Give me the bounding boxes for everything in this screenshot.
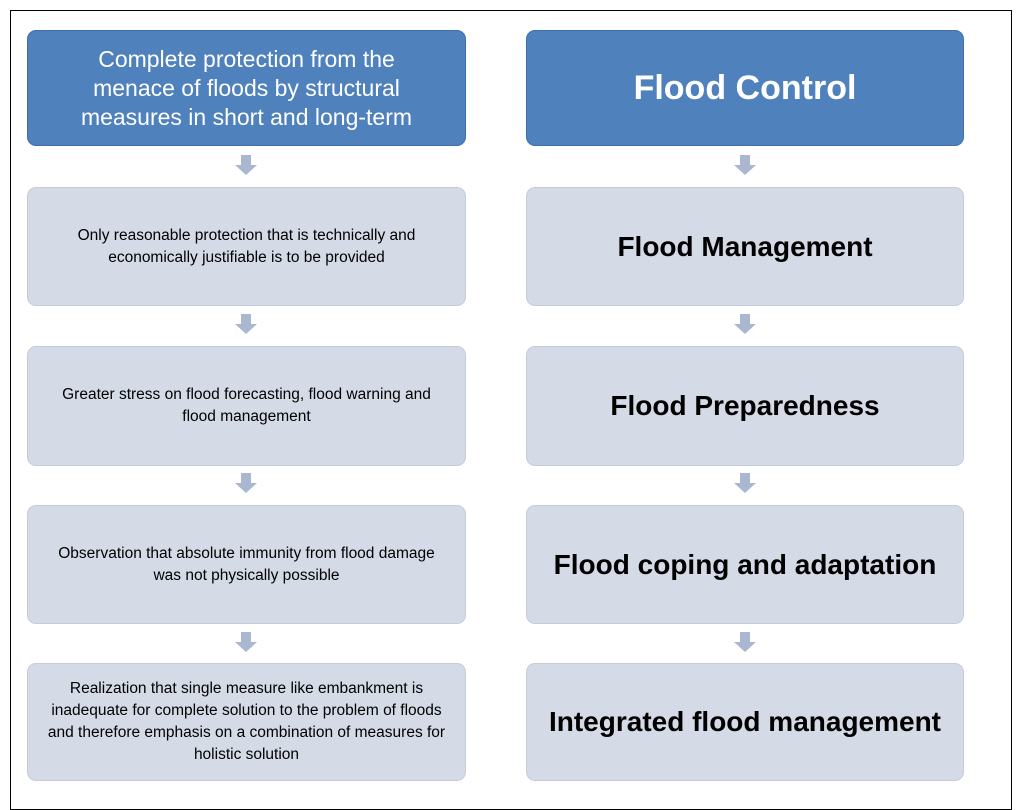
stage-title: Integrated flood management [526, 663, 964, 781]
stage-box: Complete protection from the menace of f… [27, 30, 466, 146]
stage-title: Flood Preparedness [526, 346, 964, 466]
stage-box: Greater stress on flood forecasting, flo… [27, 346, 466, 466]
stage-title: Flood Control [526, 30, 964, 146]
stage-title: Flood Management [526, 187, 964, 306]
stage-box: Only reasonable protection that is techn… [27, 187, 466, 306]
stage-box: Realization that single measure like emb… [27, 663, 466, 781]
stage-title: Flood coping and adaptation [526, 505, 964, 624]
stage-box: Observation that absolute immunity from … [27, 505, 466, 624]
